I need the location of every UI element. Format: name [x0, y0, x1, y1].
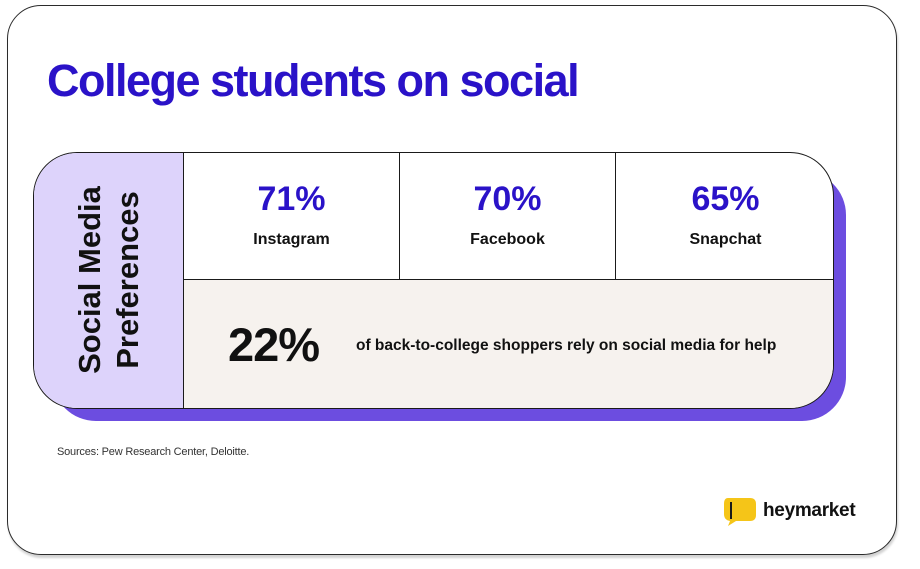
stat-name: Snapchat [689, 231, 762, 248]
sources-note: Sources: Pew Research Center, Deloitte. [57, 446, 250, 458]
highlight-percent: 22% [228, 318, 320, 371]
heymarket-logo-icon [724, 498, 756, 526]
stat-percent: 65% [691, 180, 760, 218]
stat-facebook: 70% Facebook [400, 153, 616, 280]
side-label-line-1: Social Media [72, 186, 107, 374]
page-title: College students on social [47, 55, 580, 106]
side-label: Social Media Preferences [71, 160, 147, 400]
highlight-text: of back-to-college shoppers rely on soci… [356, 337, 777, 354]
preferences-panel: Social Media Preferences 71% Instagram 7… [33, 152, 834, 409]
stat-percent: 71% [257, 180, 326, 218]
brand-logo: heymarket [722, 495, 856, 527]
side-label-column: Social Media Preferences [34, 153, 184, 408]
highlight-row: 22% of back-to-college shoppers rely on … [184, 280, 833, 408]
stat-instagram: 71% Instagram [184, 153, 400, 280]
stat-percent: 70% [473, 180, 542, 218]
side-label-line-2: Preferences [110, 191, 145, 369]
stat-name: Instagram [253, 231, 330, 248]
stat-name: Facebook [470, 231, 545, 248]
stat-snapchat: 65% Snapchat [616, 153, 833, 280]
brand-name: heymarket [763, 500, 856, 521]
